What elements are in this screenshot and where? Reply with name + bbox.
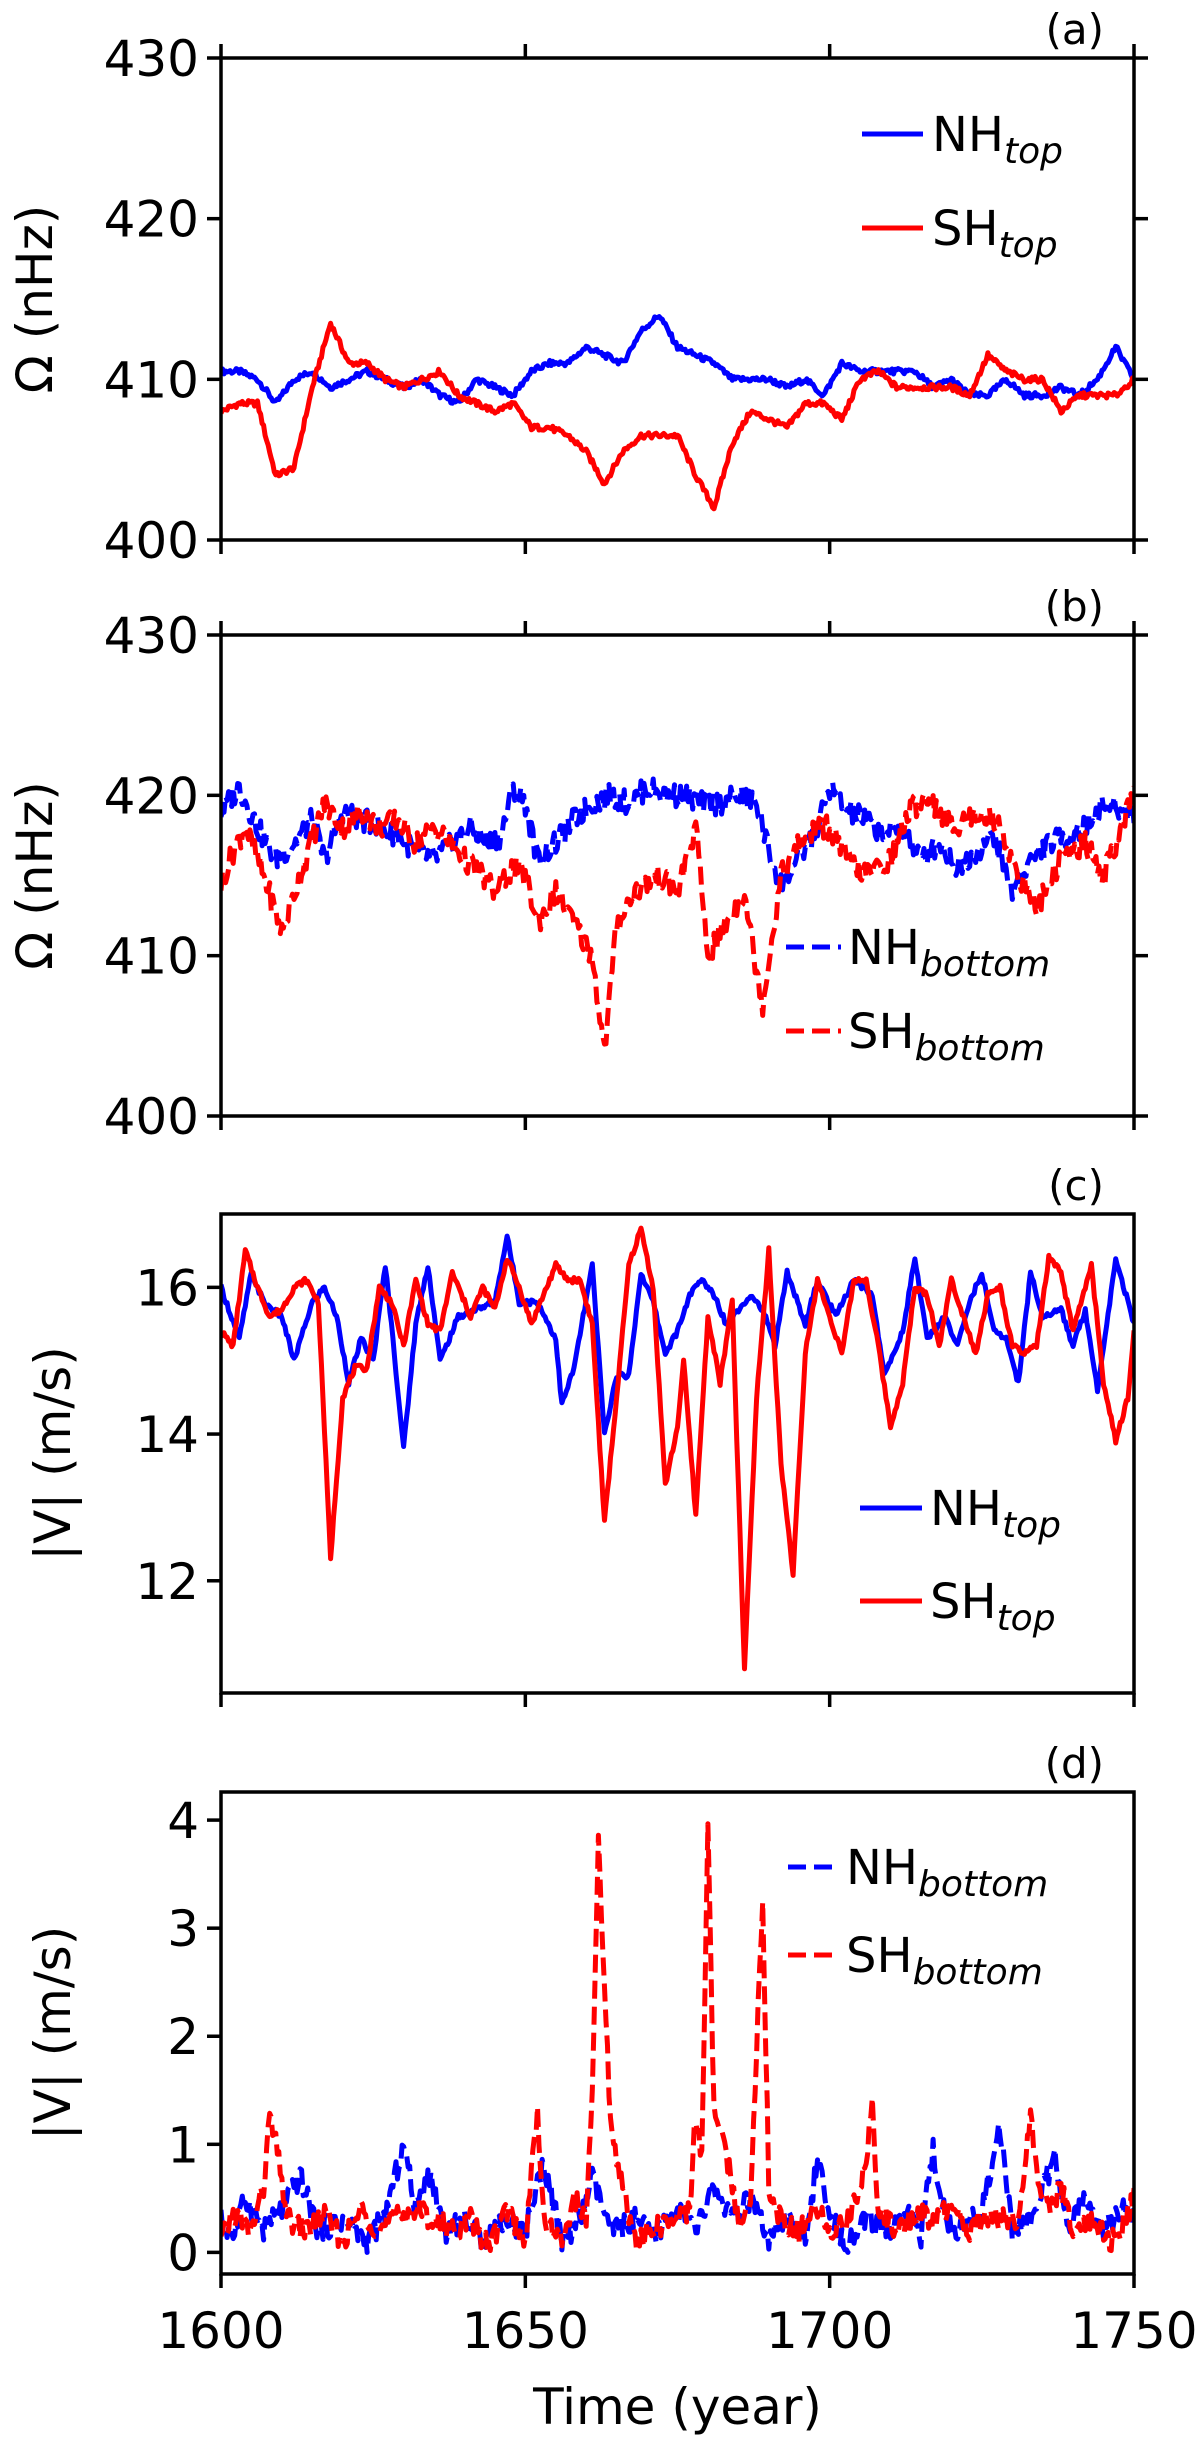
- legend-subscript: bottom: [918, 1864, 1048, 1905]
- legend-subscript: bottom: [913, 1952, 1043, 1993]
- legend-label: SHbottom: [846, 1928, 1043, 1993]
- y-tick-label: 4: [167, 1792, 199, 1850]
- legend-subscript: top: [999, 225, 1058, 266]
- y-tick-label: 2: [167, 2008, 199, 2066]
- series-sh-bottom-line: [221, 785, 1134, 1047]
- legend-entry-nh-top: NHtop: [862, 107, 1063, 172]
- y-tick-label: 1: [167, 2116, 199, 2174]
- legend-entry-sh-top: SHtop: [862, 201, 1058, 266]
- series-nh-top-line: [221, 1233, 1134, 1449]
- legend-label: SHtop: [932, 201, 1058, 266]
- legend-subscript: top: [1004, 131, 1063, 172]
- legend-entry-sh-bottom: SHbottom: [786, 1004, 1045, 1069]
- x-tick-label: 1650: [462, 2302, 589, 2360]
- legend-entry-nh-bottom: NHbottom: [786, 920, 1050, 985]
- panel-d: 0 1 2 3 4 1600 1650 1700 1750 Time (year) (d) |V| (…: [24, 1739, 1198, 2436]
- legend-name: NH: [930, 1481, 1002, 1537]
- y-tick-label: 410: [104, 351, 199, 409]
- y-tick-label: 420: [104, 191, 199, 249]
- panel-label: (b): [1045, 582, 1104, 631]
- legend-subscript: top: [997, 1598, 1056, 1639]
- series-nh-top-line: [221, 314, 1134, 406]
- series-sh-top-line: [221, 1225, 1134, 1672]
- y-tick-label: 420: [104, 767, 199, 825]
- legend-name: NH: [846, 1840, 918, 1896]
- legend-label: SHbottom: [848, 1004, 1045, 1069]
- legend-label: NHbottom: [848, 920, 1050, 985]
- series-sh-bottom-line: [221, 1821, 1134, 2255]
- x-axis-label: Time (year): [532, 2378, 822, 2436]
- x-tick-label: 1750: [1070, 2302, 1197, 2360]
- legend-name: SH: [932, 201, 999, 257]
- y-tick-label: 430: [104, 607, 199, 665]
- y-tick-label: 3: [167, 1900, 199, 1958]
- panel-label: (d): [1045, 1739, 1104, 1788]
- panel-label: (c): [1048, 1161, 1104, 1210]
- y-tick-label: 400: [104, 1088, 199, 1146]
- y-tick-label: 0: [167, 2224, 199, 2282]
- plot-frame: [219, 633, 1136, 1118]
- y-axis-label: Ω (nHz): [6, 781, 64, 970]
- legend-label: NHtop: [932, 107, 1063, 172]
- legend-name: SH: [846, 1928, 913, 1984]
- series-nh-bottom-line: [221, 2120, 1134, 2255]
- legend-entry-sh-bottom: SHbottom: [788, 1928, 1043, 1993]
- legend-entry-nh-bottom: NHbottom: [788, 1840, 1048, 1905]
- legend-subscript: bottom: [920, 944, 1050, 985]
- legend-name: SH: [848, 1004, 915, 1060]
- y-tick-label: 400: [104, 512, 199, 570]
- legend-label: NHtop: [930, 1481, 1061, 1546]
- series-nh-bottom-line: [221, 776, 1134, 902]
- series-sh-top-line: [221, 320, 1134, 512]
- y-axis-label: |V| (m/s): [24, 1926, 82, 2140]
- y-tick-label: 12: [135, 1553, 199, 1611]
- plot-frame: [219, 56, 1136, 542]
- legend-entry-sh-top: SHtop: [860, 1574, 1056, 1639]
- legend-entry-nh-top: NHtop: [860, 1481, 1061, 1546]
- legend-label: NHbottom: [846, 1840, 1048, 1905]
- legend-subscript: top: [1002, 1505, 1061, 1546]
- x-tick-label: 1600: [157, 2302, 284, 2360]
- y-tick-label: 14: [135, 1406, 199, 1464]
- legend-label: SHtop: [930, 1574, 1056, 1639]
- y-axis-label: |V| (m/s): [24, 1346, 82, 1560]
- y-tick-label: 430: [104, 30, 199, 88]
- x-tick-label: 1700: [766, 2302, 893, 2360]
- plot-frame: [219, 1212, 1136, 1695]
- y-axis-label: Ω (nHz): [6, 205, 64, 394]
- plot-frame: [219, 1790, 1136, 2276]
- legend-name: SH: [930, 1574, 997, 1630]
- y-tick-label: 410: [104, 928, 199, 986]
- legend-name: NH: [848, 920, 920, 976]
- legend-subscript: bottom: [915, 1028, 1045, 1069]
- legend-name: NH: [932, 107, 1004, 163]
- y-tick-label: 16: [135, 1259, 199, 1317]
- panel-label: (a): [1045, 5, 1104, 54]
